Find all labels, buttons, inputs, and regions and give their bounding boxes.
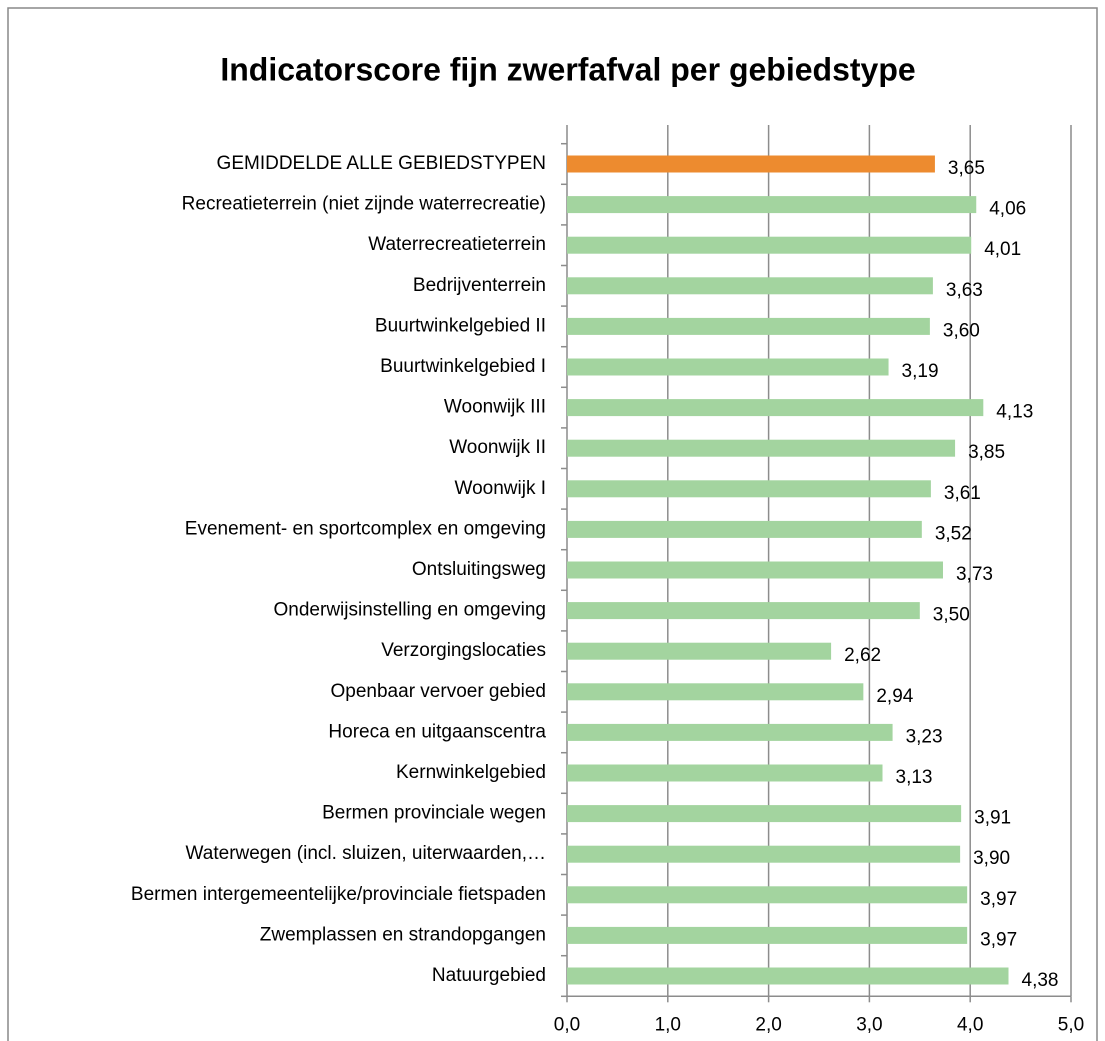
value-label: 4,01 — [984, 239, 1021, 260]
y-tick-label: Horeca en uitgaanscentra — [328, 721, 546, 742]
value-label: 3,85 — [968, 442, 1005, 463]
value-label: 2,62 — [844, 645, 881, 666]
bar — [567, 196, 977, 214]
value-label: 3,61 — [944, 483, 981, 504]
value-label: 3,73 — [956, 564, 993, 585]
y-tick-label: Waterwegen (incl. sluizen, uiterwaarden,… — [186, 843, 546, 864]
y-tick-label: Woonwijk III — [444, 397, 546, 418]
y-tick-label: Buurtwinkelgebied II — [375, 315, 546, 336]
bar — [567, 602, 920, 620]
bar — [567, 805, 962, 823]
chart-title: Indicatorscore fijn zwerfafval per gebie… — [220, 51, 915, 87]
bar — [567, 926, 968, 944]
y-tick-label: Woonwijk II — [449, 437, 546, 458]
y-tick-label: Openbaar vervoer gebied — [331, 681, 546, 702]
chart-frame — [7, 7, 1098, 1041]
bar — [567, 277, 933, 295]
value-label: 3,97 — [980, 929, 1017, 950]
bar — [567, 967, 1009, 985]
y-tick-label: Ontsluitingsweg — [412, 559, 546, 580]
value-label: 3,13 — [896, 767, 933, 788]
bar — [567, 520, 922, 538]
value-label: 3,90 — [973, 848, 1010, 869]
value-label: 3,63 — [946, 280, 983, 301]
value-label: 3,19 — [902, 361, 939, 382]
bar — [567, 845, 961, 863]
bar — [567, 480, 931, 498]
bar — [567, 236, 972, 254]
x-tick-label: 0,0 — [554, 1014, 580, 1035]
y-tick-label: Buurtwinkelgebied I — [380, 356, 546, 377]
y-tick-label: Onderwijsinstelling en omgeving — [274, 600, 546, 621]
bar — [567, 683, 864, 701]
value-label: 4,38 — [1022, 970, 1059, 991]
value-label: 4,13 — [996, 402, 1033, 423]
y-tick-label: Recreatieterrein (niet zijnde waterrecre… — [182, 194, 546, 215]
bar — [567, 642, 832, 660]
y-tick-label: Woonwijk I — [454, 478, 546, 499]
y-tick-label: Bedrijventerrein — [413, 275, 546, 296]
value-label: 2,94 — [876, 686, 913, 707]
y-tick-label: Bermen provinciale wegen — [322, 803, 546, 824]
bar — [567, 439, 956, 457]
value-label: 3,50 — [933, 605, 970, 626]
bar — [567, 155, 935, 173]
value-label: 3,97 — [980, 889, 1017, 910]
x-tick-label: 2,0 — [755, 1014, 781, 1035]
y-tick-label: Verzorgingslocaties — [381, 640, 546, 661]
bar — [567, 764, 883, 782]
y-tick-label: Zwemplassen en strandopgangen — [260, 924, 546, 945]
y-tick-label: GEMIDDELDE ALLE GEBIEDSTYPEN — [217, 153, 546, 174]
bar — [567, 886, 968, 904]
y-tick-label: Natuurgebied — [432, 965, 546, 986]
y-tick-label: Waterrecreatieterrein — [368, 234, 546, 255]
x-tick-label: 4,0 — [957, 1014, 983, 1035]
value-label: 3,91 — [974, 808, 1011, 829]
x-tick-label: 3,0 — [856, 1014, 882, 1035]
bar — [567, 561, 943, 579]
y-tick-label: Kernwinkelgebied — [396, 762, 546, 783]
value-label: 3,65 — [948, 158, 985, 179]
bar — [567, 399, 984, 417]
value-label: 3,23 — [906, 726, 943, 747]
x-tick-label: 5,0 — [1058, 1014, 1084, 1035]
value-label: 4,06 — [989, 199, 1026, 220]
x-tick-label: 1,0 — [655, 1014, 681, 1035]
y-tick-label: Bermen intergemeentelijke/provinciale fi… — [131, 884, 546, 905]
value-label: 3,52 — [935, 523, 972, 544]
bar — [567, 317, 930, 335]
bar — [567, 358, 889, 376]
bar — [567, 723, 893, 741]
value-label: 3,60 — [943, 320, 980, 341]
y-tick-label: Evenement- en sportcomplex en omgeving — [185, 518, 546, 539]
